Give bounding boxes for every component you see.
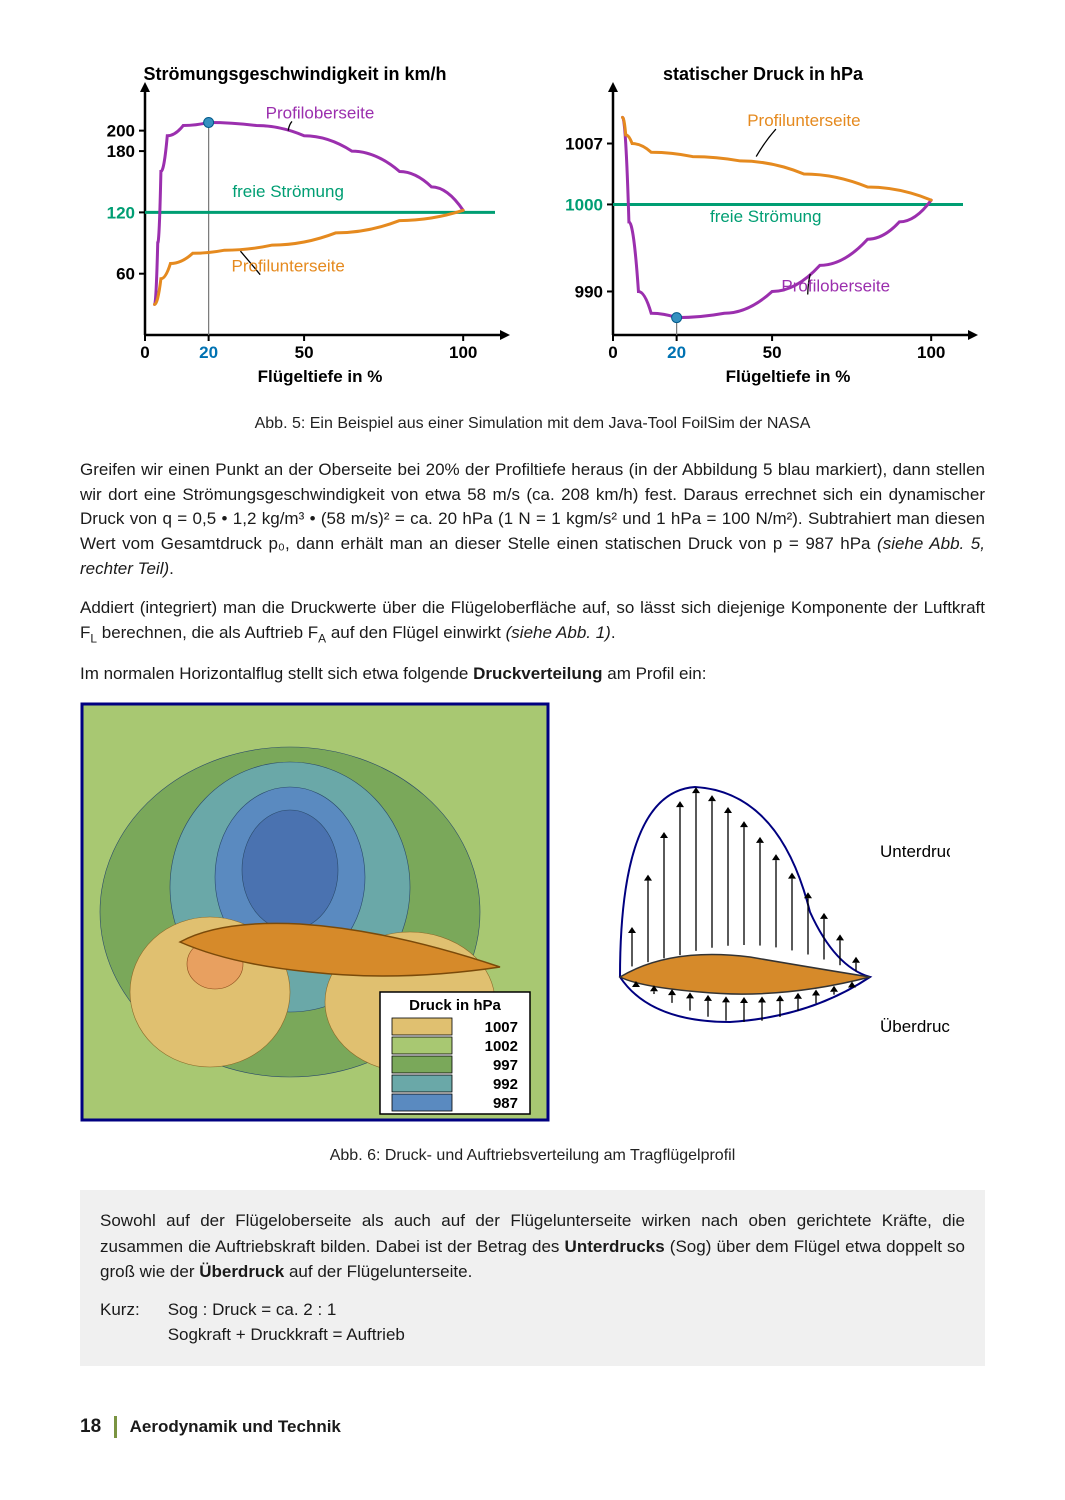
svg-text:200: 200 [107,122,135,141]
svg-text:992: 992 [493,1076,518,1093]
page-number: 18 [80,1416,101,1437]
paragraph-3: Im normalen Horizontalflug stellt sich e… [80,662,985,687]
svg-text:Strömungsgeschwindigkeit in km: Strömungsgeschwindigkeit in km/h [143,64,446,84]
svg-text:1002: 1002 [485,1038,518,1055]
charts-row: Strömungsgeschwindigkeit in km/h 0 20 50 100… [80,60,985,395]
summary-box: Sowohl auf der Flügeloberseite als auch … [80,1190,985,1366]
svg-text:1000: 1000 [565,195,603,214]
svg-text:987: 987 [493,1095,518,1112]
figure6-row: Druck in hPa 1007 1002 997 992 987 Unterdruck… [80,702,985,1127]
svg-text:Flügeltiefe in %: Flügeltiefe in % [258,367,383,386]
summary-p1: Sowohl auf der Flügeloberseite als auch … [100,1208,965,1285]
p2-ref: (siehe Abb. 1) [506,623,611,642]
p2c: auf den Flügel einwirkt [326,623,506,642]
document-page: Strömungsgeschwindigkeit in km/h 0 20 50 100… [0,0,1065,1478]
svg-text:1007: 1007 [565,135,603,154]
svg-text:freie Strömung: freie Strömung [709,207,821,226]
ratio-line: Sog : Druck = ca. 2 : 1 [168,1300,337,1319]
svg-text:0: 0 [608,343,617,362]
page-footer: 18 Aerodynamik und Technik [80,1416,985,1439]
svg-text:120: 120 [107,203,135,222]
paragraph-2: Addiert (integriert) man die Druckwerte … [80,596,985,647]
svg-text:Profiloberseite: Profiloberseite [266,103,375,122]
velocity-chart: Strömungsgeschwindigkeit in km/h 0 20 50 100… [80,60,518,395]
svg-text:100: 100 [449,343,477,362]
svg-text:Druck in hPa: Druck in hPa [409,997,501,1014]
section-name: Aerodynamik und Technik [130,1417,341,1436]
svg-text:Unterdruck: Unterdruck [880,842,950,861]
svg-text:100: 100 [916,343,944,362]
svg-text:20: 20 [199,343,218,362]
svg-text:freie Strömung: freie Strömung [232,182,344,201]
svg-text:180: 180 [107,142,135,161]
pressure-contour-map: Druck in hPa 1007 1002 997 992 987 [80,702,550,1127]
svg-text:997: 997 [493,1057,518,1074]
svg-text:990: 990 [574,282,602,301]
svg-text:Profilunterseite: Profilunterseite [231,257,344,276]
svg-text:60: 60 [116,265,135,284]
svg-text:Flügeltiefe in %: Flügeltiefe in % [725,367,850,386]
p3a: Im normalen Horizontalflug stellt sich e… [80,664,473,683]
sum-line: Sogkraft + Druckkraft = Auftrieb [168,1325,405,1344]
p3b: Druckverteilung [473,664,602,683]
svg-text:0: 0 [140,343,149,362]
caption-fig6: Abb. 6: Druck- und Auftriebsverteilung a… [80,1147,985,1165]
p3c: am Profil ein: [603,664,707,683]
paragraph-1: Greifen wir einen Punkt an der Oberseite… [80,458,985,581]
p1-text: Greifen wir einen Punkt an der Oberseite… [80,460,985,553]
caption-fig5: Abb. 5: Ein Beispiel aus einer Simulatio… [80,415,985,433]
svg-text:statischer Druck in hPa: statischer Druck in hPa [662,64,863,84]
g1e: auf der Flügelunterseite. [284,1262,472,1281]
kurz-label: Kurz: [100,1297,140,1348]
summary-p2: Kurz: Sog : Druck = ca. 2 : 1 Sogkraft +… [100,1297,965,1348]
footer-divider-icon [114,1416,117,1438]
svg-text:Profilunterseite: Profilunterseite [747,111,860,130]
g1b: Unterdrucks [565,1237,665,1256]
pressure-chart: statischer Druck in hPa 0 20 50 100 990 1000 10… [548,60,986,395]
p2b: berechnen, die als Auftrieb F [97,623,318,642]
svg-text:50: 50 [295,343,314,362]
svg-text:Profiloberseite: Profiloberseite [781,276,890,295]
svg-text:50: 50 [762,343,781,362]
g1d: Überdruck [199,1262,284,1281]
lift-vector-diagram: Unterdruck Überdruck [580,732,950,1097]
svg-text:1007: 1007 [485,1019,518,1036]
svg-text:20: 20 [667,343,686,362]
svg-text:Überdruck: Überdruck [880,1017,950,1036]
